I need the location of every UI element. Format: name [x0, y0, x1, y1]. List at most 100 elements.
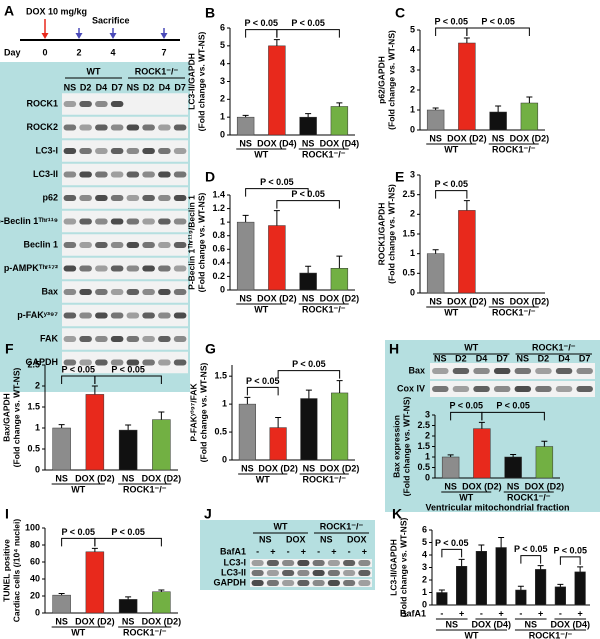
significance-bracket [559, 556, 581, 565]
x-tick-label: NS [303, 463, 316, 473]
blot-band [312, 560, 325, 566]
x-tick-label: DOX (D2) [320, 463, 360, 473]
y-tick-label: 4 [220, 58, 225, 68]
sacrifice-label: Sacrifice [92, 15, 130, 25]
lane-label: D7 [579, 353, 591, 363]
y-tick-label: 2 [35, 380, 40, 390]
x-tick-label: DOX (D4) [320, 138, 360, 148]
x-tick-label: + [538, 608, 543, 618]
day-label: Day [4, 47, 21, 57]
y-tick-label: 4 [410, 44, 415, 54]
blot-band [312, 580, 325, 586]
y-tick-label: 0.8 [212, 230, 225, 240]
bar [574, 571, 586, 606]
x-tick-label: NS [239, 293, 252, 303]
x-tick-label: NS [55, 616, 68, 626]
error-bar [336, 255, 343, 269]
y-axis-label: (Fold change vs. WT-NS) [401, 397, 411, 497]
x-tick-label: DOX (D2) [75, 616, 115, 626]
blot-band [95, 242, 108, 248]
lane-label: D2 [143, 82, 155, 92]
blot-band [173, 312, 187, 319]
error-bar [58, 592, 65, 596]
blot-row-label: ROCK2 [26, 122, 58, 132]
annotation: P < 0.05 [111, 527, 145, 537]
blot-band [63, 171, 77, 178]
blot-panel-background [200, 520, 375, 590]
blot-band [63, 265, 77, 272]
blot-band [358, 560, 371, 566]
error-bar [58, 424, 65, 428]
y-axis-label: (Fold change vs. WT-NS) [386, 30, 396, 130]
blot-band [126, 359, 140, 366]
x-tick-label: DOX (D2) [142, 616, 182, 626]
bar [300, 398, 318, 461]
group-label: WT [459, 492, 473, 502]
error-bar [478, 421, 485, 429]
blot-band [555, 368, 573, 374]
x-tick-label: NS [507, 481, 520, 491]
blot-band [452, 368, 470, 374]
bar [535, 446, 554, 479]
y-axis-label: (Fold change vs. WT-NS) [196, 32, 206, 132]
blot-strip [250, 569, 372, 577]
blot-band [282, 560, 295, 566]
error-bar [447, 454, 454, 457]
blot-band [173, 171, 187, 178]
blot-band [79, 289, 92, 295]
error-bar [273, 210, 280, 226]
x-tick-label: NS [429, 296, 442, 306]
x-tick-label: DOX (D2) [75, 473, 115, 483]
bar [330, 106, 349, 136]
lane-label: D4 [96, 82, 108, 92]
lane-label: NS [64, 82, 77, 92]
y-tick-label: 1 [220, 112, 225, 122]
blot-band [79, 101, 92, 107]
error-bar [557, 583, 564, 587]
blot-band [158, 195, 171, 201]
significance-bracket [277, 370, 341, 379]
panel-label: F [5, 341, 14, 357]
treatment-label: NS [320, 534, 333, 544]
x-tick-label: DOX (D2) [258, 463, 298, 473]
y-tick-label: 3 [425, 409, 430, 419]
significance-bracket [441, 548, 463, 558]
bar [426, 253, 445, 294]
x-tick-label: - [440, 608, 443, 618]
y-tick-label: 1 [220, 217, 225, 227]
blot-band [63, 218, 77, 225]
blot-band [535, 386, 552, 392]
y-tick-label: 1 [425, 451, 430, 461]
blot-row-label: Beclin 1 [23, 239, 58, 249]
blot-row-label: LC3-II [33, 169, 58, 179]
blot-strip [62, 116, 188, 139]
group-label: ROCK1⁻/⁻ [529, 630, 573, 639]
annotation: P < 0.05 [449, 401, 483, 411]
significance-bracket [481, 411, 545, 421]
blot-band [266, 560, 279, 566]
blot-band [95, 312, 108, 319]
y-tick-label: 0 [35, 607, 40, 617]
bar [515, 589, 527, 606]
error-bar [305, 265, 312, 274]
annotation: P < 0.05 [481, 16, 515, 26]
y-tick-label: 6 [220, 22, 225, 32]
x-tick-label: DOX (D2) [525, 481, 565, 491]
y-tick-label: 0 [222, 454, 227, 464]
error-bar [242, 214, 249, 223]
bar [236, 116, 255, 136]
y-tick-label: 2 [425, 430, 430, 440]
blot-band [110, 336, 124, 342]
blot-row-label: p-FAKʸ³⁹⁷ [17, 310, 58, 320]
group-label: WT [465, 630, 479, 639]
blot-row-label: Bax [41, 286, 58, 296]
blot-band [126, 195, 140, 201]
blot-band [142, 148, 155, 154]
group-label: WT [256, 474, 270, 484]
error-bar [463, 200, 470, 211]
y-tick-label: 0.5 [417, 462, 430, 472]
y-axis-label: (Fold change vs. WT-NS) [11, 368, 21, 468]
arrow-head [109, 33, 117, 39]
blot-group-label: WT [274, 521, 288, 531]
blot-band [358, 580, 371, 586]
